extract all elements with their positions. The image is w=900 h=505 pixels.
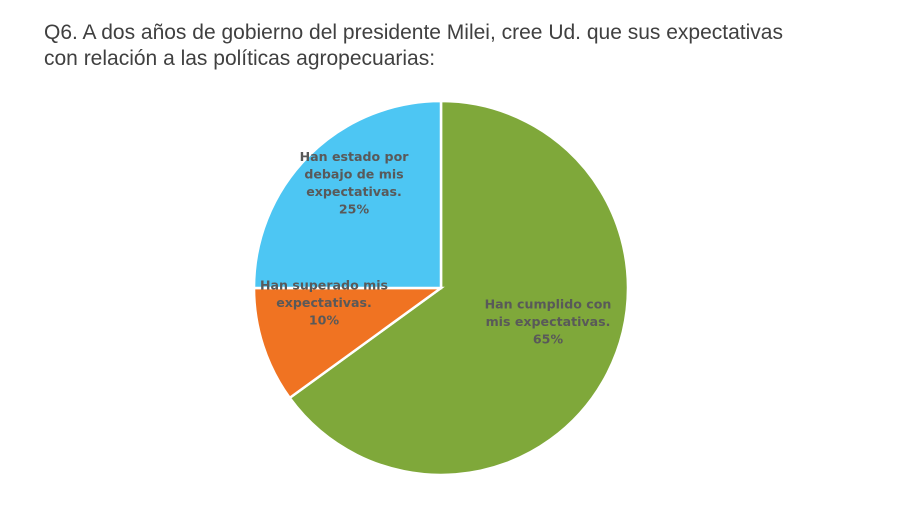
data-label-value: 25%: [339, 201, 370, 216]
pie-slice-cumplido: [287, 99, 630, 477]
data-label-debajo: Han estado por debajo de mis expectativas.…: [300, 149, 410, 217]
pie-slices: [252, 99, 630, 477]
chart-title: Q6. A dos años de gobierno del president…: [44, 20, 884, 72]
data-label-line: mis expectativas.: [486, 314, 611, 329]
data-label-line: debajo de mis: [304, 166, 403, 181]
pie-data-labels: Han cumplido con mis expectativas. 65%Han …: [260, 149, 611, 347]
data-label-value: 65%: [533, 332, 564, 347]
data-label-line: Han cumplido con: [485, 297, 612, 312]
chart-title-line-1: Q6. A dos años de gobierno del president…: [44, 21, 783, 44]
data-label-line: expectativas.: [306, 184, 402, 199]
data-label-line: Han estado por: [300, 149, 410, 164]
pie-slice-superado: [252, 286, 445, 400]
pie-slice-debajo: [252, 99, 443, 290]
data-label-value: 10%: [309, 313, 340, 328]
data-label-line: Han superado mis: [260, 278, 388, 293]
data-label-cumplido: Han cumplido con mis expectativas. 65%: [485, 297, 612, 347]
data-label-line: expectativas.: [276, 295, 372, 310]
data-label-superado: Han superado mis expectativas. 10%: [260, 278, 388, 328]
chart-title-line-2: con relación a las políticas agropecuari…: [44, 47, 436, 70]
